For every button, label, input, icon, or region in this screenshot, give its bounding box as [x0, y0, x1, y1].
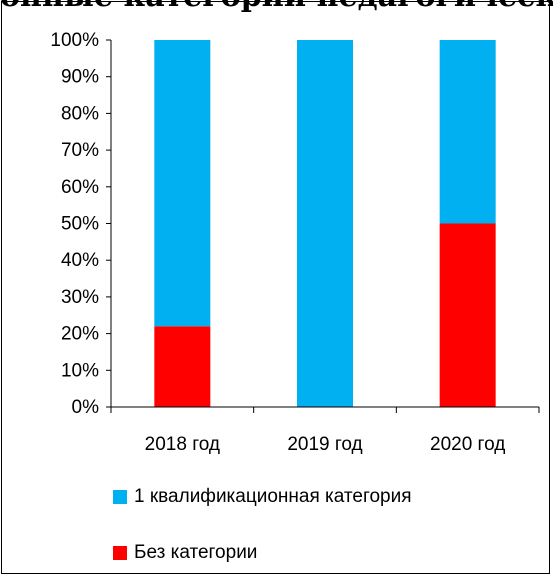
- bar-first-category-0: [154, 40, 211, 327]
- y-tick-label-9: 90%: [61, 67, 99, 88]
- legend-item-first-category: 1 квалификационная категория: [113, 482, 412, 512]
- y-tick-label-10: 100%: [50, 30, 99, 51]
- x-tick-label-2: 2020 год: [430, 434, 505, 455]
- x-tick-label-0: 2018 год: [145, 434, 220, 455]
- y-tick-label-5: 50%: [61, 214, 99, 235]
- bar-first-category-2: [439, 40, 496, 224]
- legend-swatch-first-category: [113, 490, 127, 504]
- y-tick-label-6: 60%: [61, 177, 99, 198]
- y-tick-label-2: 20%: [61, 324, 99, 345]
- y-tick-label-1: 10%: [61, 360, 99, 381]
- legend: 1 квалификационная категория Без категор…: [113, 482, 412, 576]
- x-tick-label-1: 2019 год: [287, 434, 362, 455]
- bar-first-category-1: [297, 40, 353, 407]
- y-tick-label-4: 40%: [61, 250, 99, 271]
- y-tick-label-3: 30%: [61, 287, 99, 308]
- bar-no-category-2: [439, 223, 496, 407]
- y-tick-label-8: 80%: [61, 103, 99, 124]
- legend-item-no-category: Без категории: [113, 538, 412, 568]
- legend-swatch-no-category: [113, 546, 127, 560]
- legend-label-first-category: 1 квалификационная категория: [134, 486, 412, 507]
- chart-title: онные категории педагогических: [0, 0, 553, 12]
- y-tick-label-0: 0%: [72, 397, 100, 418]
- y-tick-label-7: 70%: [61, 140, 99, 161]
- bar-no-category-0: [154, 326, 211, 407]
- legend-label-no-category: Без категории: [134, 542, 258, 563]
